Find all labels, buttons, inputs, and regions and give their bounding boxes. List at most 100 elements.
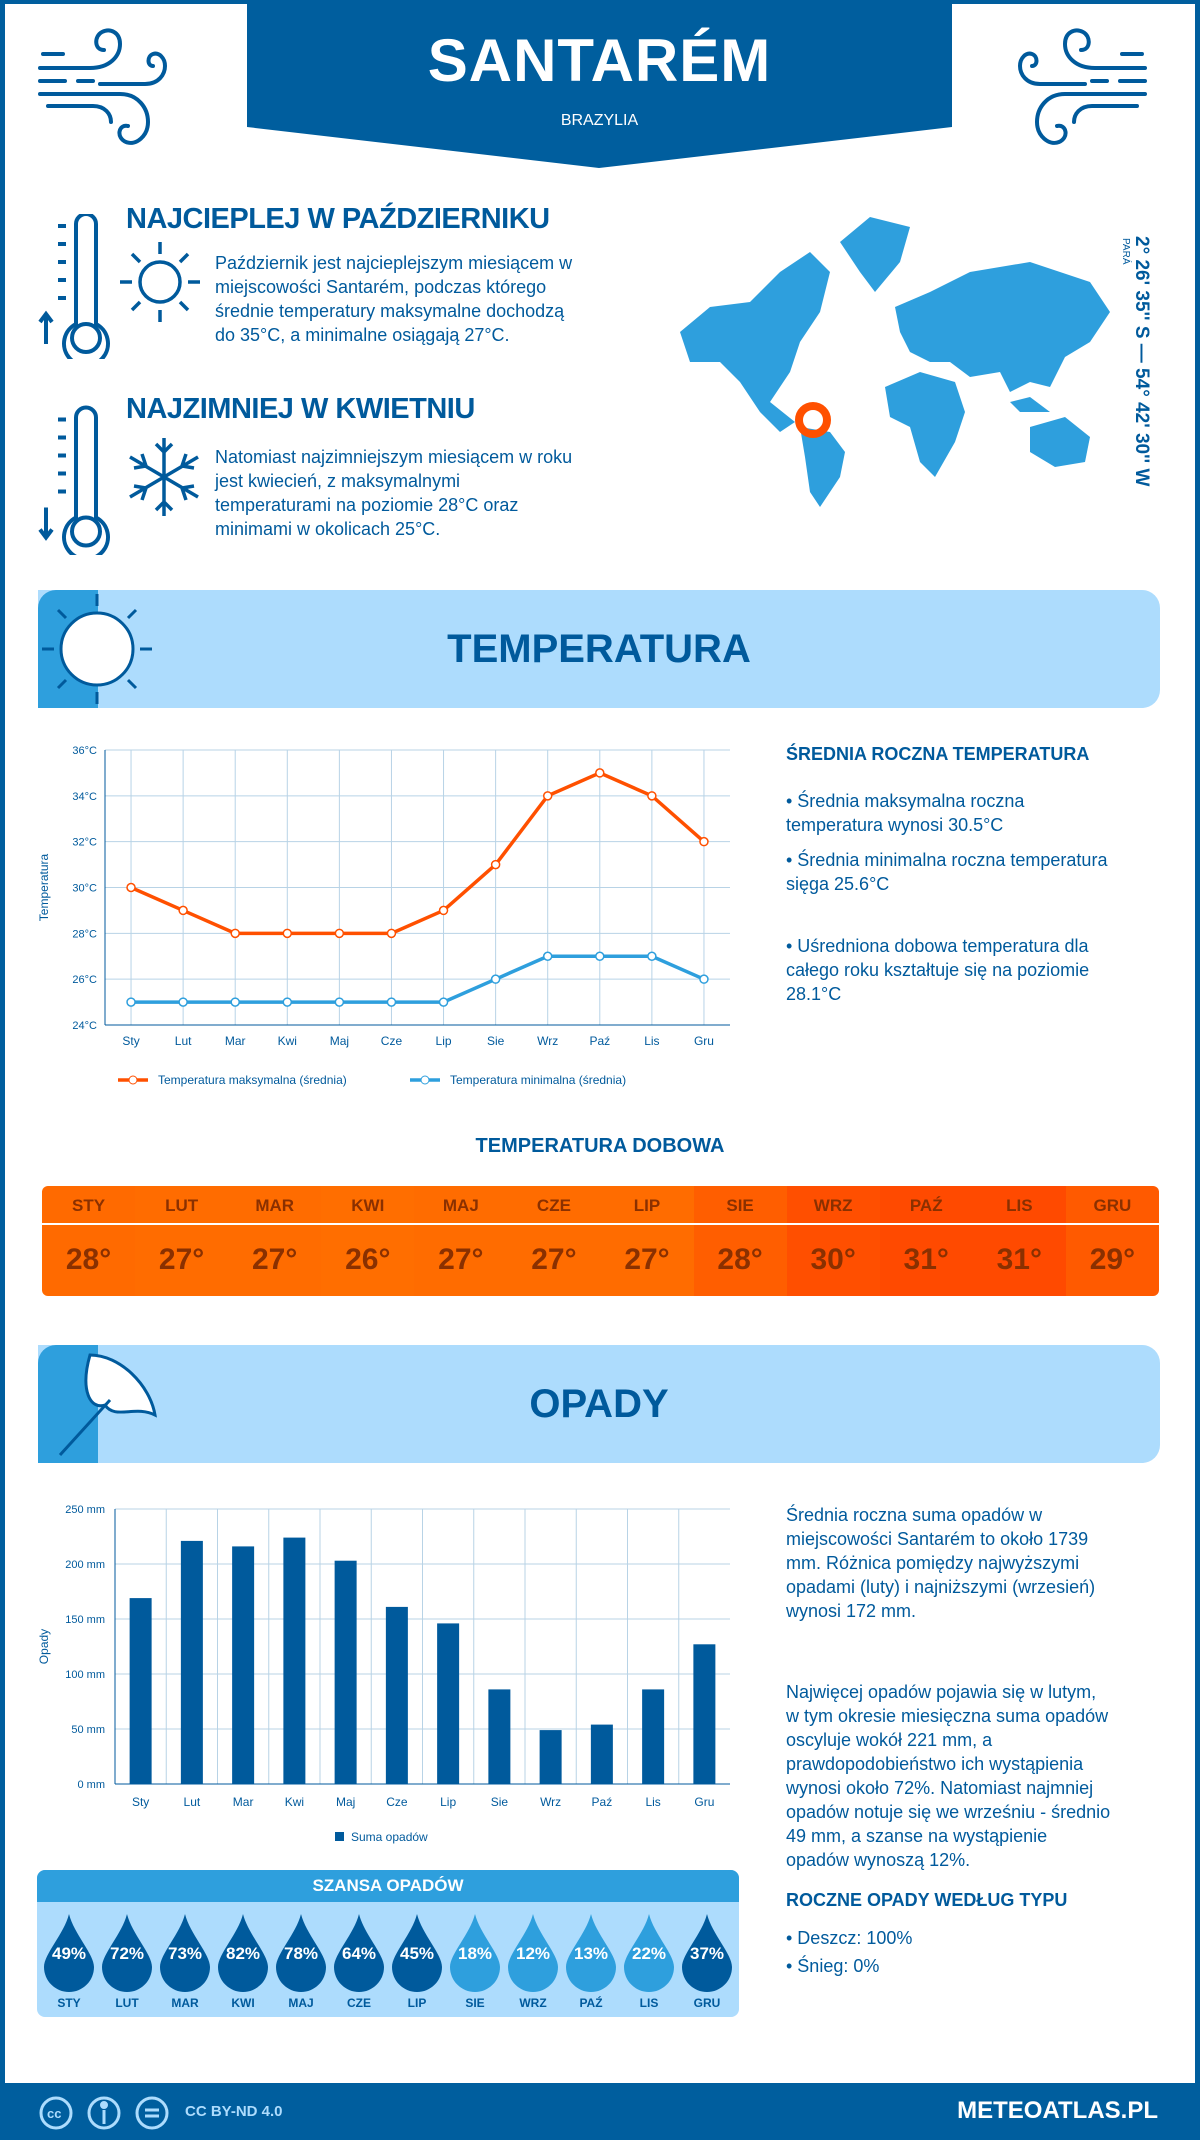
temperature-bullet: • Uśredniona dobowa temperatura dla całeg… [786, 934, 1089, 1006]
wind-icon [1017, 28, 1147, 145]
y-tick-label: 32°C [72, 837, 97, 849]
y-tick-label: 250 mm [65, 1504, 105, 1516]
daily-temp-cell: LUT 27° [135, 1186, 229, 1296]
chance-drop: 12% WRZ [504, 1902, 562, 2010]
data-point [595, 951, 605, 961]
legend-marker [420, 1075, 430, 1085]
data-point [438, 997, 449, 1007]
world-map [680, 217, 1110, 507]
drop-icon [160, 1914, 210, 1992]
thermometer-up-icon [38, 214, 110, 359]
location-marker [795, 402, 831, 438]
data-point [490, 974, 501, 984]
month-label: CZE [507, 1186, 601, 1225]
x-tick-label: Lis [645, 1795, 660, 1809]
precipitation-chance-heading: SZANSA OPADÓW [37, 1870, 739, 1902]
text-line: całego roku kształtuje się na poziomie [786, 960, 1090, 980]
daily-temp-cell: WRZ 30° [786, 1186, 880, 1296]
snow-share: • Śnieg: 0% [786, 1956, 880, 1976]
temp-value: 27° [531, 1243, 577, 1276]
legend-label: Suma opadów [351, 1830, 428, 1844]
data-point [438, 905, 449, 916]
bar [180, 1540, 203, 1784]
bar [642, 1689, 665, 1784]
daily-temp-cell: STY 28° [42, 1186, 136, 1296]
text-line: Natomiast najzimniejszym miesiącem w rok… [215, 447, 573, 467]
warmest-heading: NAJCIEPLEJ W PAŹDZIERNIKU [126, 203, 550, 235]
site-link[interactable]: METEOATLAS.PL [957, 2097, 1158, 2124]
month-label: GRU [1065, 1186, 1159, 1225]
data-point [699, 836, 709, 847]
month-label: MAJ [288, 1996, 314, 2010]
month-label: SIE [465, 1996, 485, 2010]
text-line: miejscowości Santarém to około 1739 [786, 1529, 1089, 1549]
x-tick-label: Mar [233, 1795, 254, 1809]
month-label: WRZ [519, 1996, 547, 2010]
temperature-chart: 24°C 26°C 28°C 30°C 32°C 34°C 36°C Sty Lut Mar Kwi… [37, 745, 730, 1087]
temp-value: 28° [717, 1243, 763, 1276]
temp-value: 27° [438, 1243, 484, 1276]
chance-drop: 37% GRU [678, 1902, 736, 2010]
text-line: Najwięcej opadów pojawia się w lutym, [786, 1682, 1097, 1702]
x-tick-label: Paź [589, 1034, 610, 1048]
temp-value: 29° [1089, 1243, 1136, 1276]
header-banner [247, 0, 952, 168]
data-point [334, 928, 345, 939]
x-tick-label: Maj [336, 1795, 355, 1809]
drop-icon [624, 1914, 674, 1992]
chance-value: 37% [689, 1944, 725, 1963]
text-line: 49 mm, a szanse na wystąpienie [786, 1826, 1048, 1846]
snowflake-icon [129, 438, 199, 516]
month-label: PAŹ [879, 1186, 973, 1225]
y-tick-label: 0 mm [78, 1779, 106, 1791]
drop-icon [392, 1914, 442, 1992]
daily-temp-cell: KWI 26° [321, 1186, 415, 1296]
precipitation-details: Najwięcej opadów pojawia się w lutym, w t… [786, 1680, 1110, 1872]
month-label: SIE [693, 1186, 787, 1225]
temp-value: 28° [65, 1243, 112, 1276]
x-tick-label: Sie [491, 1795, 509, 1809]
month-label: KWI [231, 1996, 255, 2010]
legend-swatch [335, 1832, 344, 1841]
chance-drop: 82% KWI [214, 1902, 272, 2010]
data-point [647, 951, 657, 961]
text-line: do 35°C, a minimalne osiągają 27°C. [215, 325, 510, 345]
bar [539, 1730, 562, 1784]
drop-icon [276, 1914, 326, 1992]
x-tick-label: Sty [122, 1034, 139, 1048]
month-label: GRU [693, 1996, 721, 2010]
rain-share: • Deszcz: 100% [786, 1928, 913, 1948]
y-tick-label: 100 mm [65, 1669, 105, 1681]
text-line: wynosi około 72%. Natomiast najmniej [786, 1778, 1094, 1798]
daily-temp-cell: LIS 31° [972, 1186, 1066, 1296]
country-label: BRAZYLIA [560, 112, 639, 129]
svg-text:cc: cc [47, 2106, 61, 2121]
temp-value: 27° [624, 1243, 670, 1276]
coldest-text: Natomiast najzimniejszym miesiącem w rok… [215, 445, 635, 541]
data-point [126, 882, 136, 893]
month-label: STY [42, 1186, 136, 1225]
text-line: • Średnia minimalna roczna temperatura [786, 850, 1108, 870]
data-point [282, 928, 293, 939]
x-tick-label: Cze [381, 1034, 403, 1048]
text-line: sięga 25.6°C [786, 874, 890, 894]
sun-icon [120, 242, 200, 322]
data-point [178, 905, 188, 916]
chance-value: 18% [457, 1944, 493, 1963]
x-tick-label: Lip [436, 1034, 452, 1048]
drop-icon [566, 1914, 616, 1992]
month-label: WRZ [786, 1186, 880, 1225]
temp-value: 30° [810, 1243, 856, 1276]
y-axis-label: Temperatura [37, 853, 51, 921]
x-tick-label: Cze [386, 1795, 408, 1809]
data-point [282, 997, 293, 1007]
x-tick-label: Lis [644, 1034, 659, 1048]
thermometer-down-icon [38, 405, 110, 555]
series-line [131, 954, 705, 1004]
month-label: STY [57, 1996, 81, 2010]
x-tick-label: Maj [330, 1034, 349, 1048]
license-label[interactable]: CC BY-ND 4.0 [185, 2103, 283, 2120]
legend-label: Temperatura maksymalna (średnia) [158, 1073, 347, 1087]
temperature-bullet: • Średnia minimalna roczna temperatura si… [786, 848, 1107, 896]
month-label: CZE [347, 1996, 371, 2010]
